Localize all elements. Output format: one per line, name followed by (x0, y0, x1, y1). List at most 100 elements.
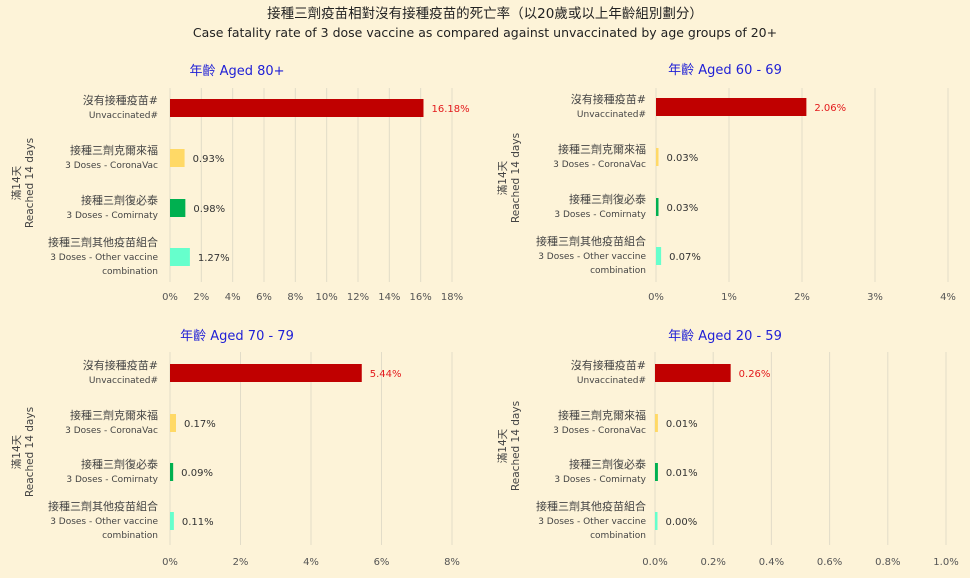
bar (655, 512, 658, 530)
category-label-en: 3 Doses - Other vaccine (538, 252, 646, 262)
category-label: 接種三劑克爾來福 3 Doses - CoronaVac (553, 142, 646, 170)
y-axis-label-en: Reached 14 days (510, 133, 522, 223)
x-tick-label: 2% (193, 292, 209, 303)
x-tick-label: 2% (794, 292, 810, 303)
data-label: 5.44% (370, 369, 402, 380)
category-label: 接種三劑復必泰 3 Doses - Comirnaty (66, 193, 158, 221)
data-label: 0.98% (193, 204, 225, 215)
chart-panel-3: 0% 2% 4% 6% 8% 年齡 Aged 70 - 79 滿14天Reached 14 … (10, 329, 460, 568)
category-label-zh: 接種三劑復必泰 (81, 193, 158, 207)
category-label: 接種三劑克爾來福 3 Doses - CoronaVac (65, 408, 158, 436)
x-tick-label: 4% (225, 292, 241, 303)
bar (170, 463, 174, 481)
category-label-zh: 接種三劑克爾來福 (70, 143, 158, 157)
panel-title: 年齡 Aged 70 - 79 (180, 329, 294, 344)
data-label: 0.26% (739, 369, 771, 380)
category-label: 接種三劑其他疫苗組合 3 Doses - Other vaccine combina… (48, 499, 158, 541)
data-label: 0.00% (666, 517, 698, 528)
category-label-en: Unvaccinated# (577, 110, 646, 120)
category-label-zh: 沒有接種疫苗# (83, 358, 158, 372)
y-axis-label-en: Reached 14 days (510, 401, 522, 491)
bar (170, 512, 174, 530)
category-label-en: 3 Doses - Other vaccine (538, 517, 646, 527)
x-tick-label: 8% (287, 292, 303, 303)
category-label-zh: 沒有接種疫苗# (83, 93, 158, 107)
x-tick-label: 0.2% (700, 557, 725, 568)
x-tick-label: 0% (648, 292, 664, 303)
bar (656, 247, 662, 265)
category-label-en: 3 Doses - CoronaVac (65, 161, 158, 171)
x-tick-label: 4% (940, 292, 956, 303)
category-label-zh: 沒有接種疫苗# (571, 92, 646, 106)
x-tick-label: 0% (162, 557, 178, 568)
category-label: 接種三劑克爾來福 3 Doses - CoronaVac (65, 143, 158, 171)
category-label-en: Unvaccinated# (577, 376, 646, 386)
category-label-en: 3 Doses - Other vaccine (50, 517, 158, 527)
data-label: 0.03% (667, 153, 699, 164)
x-tick-label: 0.4% (759, 557, 784, 568)
data-label: 0.01% (666, 419, 698, 430)
panel-title: 年齡 Aged 60 - 69 (668, 63, 782, 78)
x-tick-label: 6% (374, 557, 390, 568)
chart-panel-2: 0% 1% 2% 3% 4% 年齡 Aged 60 - 69 滿14天Reached 14 … (496, 63, 956, 303)
x-tick-label: 0% (162, 292, 178, 303)
category-label-en: 3 Doses - CoronaVac (65, 426, 158, 436)
x-tick-label: 1.0% (933, 557, 958, 568)
y-axis-label-en: Reached 14 days (24, 138, 36, 228)
category-label-zh: 接種三劑克爾來福 (558, 408, 646, 422)
bar (170, 248, 190, 266)
category-label: 沒有接種疫苗# Unvaccinated# (83, 358, 158, 386)
x-tick-label: 14% (378, 292, 400, 303)
chart-title-zh: 接種三劑疫苗相對沒有接種疫苗的死亡率（以20歲或以上年齡組別劃分） (267, 6, 703, 22)
x-tick-label: 12% (347, 292, 369, 303)
data-label: 1.27% (198, 253, 230, 264)
data-label: 0.07% (669, 252, 701, 263)
chart-title-en: Case fatality rate of 3 dose vaccine as … (192, 25, 778, 40)
y-axis-label: 滿14天Reached 14 days (10, 138, 36, 228)
category-label-en: 3 Doses - Comirnaty (554, 210, 646, 220)
category-label-en: combination (102, 267, 158, 277)
bar (655, 463, 658, 481)
x-tick-label: 18% (441, 292, 463, 303)
data-label: 0.17% (184, 419, 216, 430)
bar (656, 198, 659, 216)
category-label-en: 3 Doses - CoronaVac (553, 160, 646, 170)
category-label: 接種三劑其他疫苗組合 3 Doses - Other vaccine combina… (48, 235, 158, 277)
category-label: 接種三劑復必泰 3 Doses - Comirnaty (554, 457, 646, 485)
category-label-en: Unvaccinated# (89, 376, 158, 386)
category-label: 接種三劑其他疫苗組合 3 Doses - Other vaccine combina… (536, 499, 646, 541)
x-tick-label: 1% (721, 292, 737, 303)
y-axis-label-zh: 滿14天 (10, 165, 23, 200)
category-label: 接種三劑其他疫苗組合 3 Doses - Other vaccine combina… (536, 234, 646, 276)
x-tick-label: 10% (316, 292, 338, 303)
data-label: 0.93% (193, 154, 225, 165)
category-label-zh: 接種三劑復必泰 (569, 457, 646, 471)
x-tick-label: 16% (410, 292, 432, 303)
chart-panel-1: 0% 2% 4% 6% 8% 10% 12% 14% 16% 18% 年齡 Aged 80+ 滿14天… (10, 64, 470, 303)
x-tick-label: 8% (444, 557, 460, 568)
bar (170, 99, 424, 117)
category-label: 沒有接種疫苗# Unvaccinated# (83, 93, 158, 121)
y-axis-label-en: Reached 14 days (24, 407, 36, 497)
x-tick-label: 0.8% (875, 557, 900, 568)
category-label: 接種三劑復必泰 3 Doses - Comirnaty (554, 192, 646, 220)
bar (170, 414, 176, 432)
category-label-en: Unvaccinated# (89, 111, 158, 121)
x-tick-label: 2% (233, 557, 249, 568)
category-label: 接種三劑復必泰 3 Doses - Comirnaty (66, 457, 158, 485)
data-label: 0.11% (182, 517, 214, 528)
y-axis-label-zh: 滿14天 (496, 160, 509, 195)
bar (656, 148, 659, 166)
category-label: 接種三劑克爾來福 3 Doses - CoronaVac (553, 408, 646, 436)
bar (655, 364, 731, 382)
panel-title: 年齡 Aged 80+ (189, 64, 284, 79)
chart-panel-4: 0.0% 0.2% 0.4% 0.6% 0.8% 1.0% 年齡 Aged 20 - 59 滿… (496, 329, 959, 568)
y-axis-label: 滿14天Reached 14 days (10, 407, 36, 497)
y-axis-label: 滿14天Reached 14 days (496, 401, 522, 491)
x-tick-label: 6% (256, 292, 272, 303)
category-label-en: combination (590, 266, 646, 276)
y-axis-label-zh: 滿14天 (10, 434, 23, 469)
bar (170, 364, 362, 382)
category-label-en: 3 Doses - Comirnaty (554, 475, 646, 485)
